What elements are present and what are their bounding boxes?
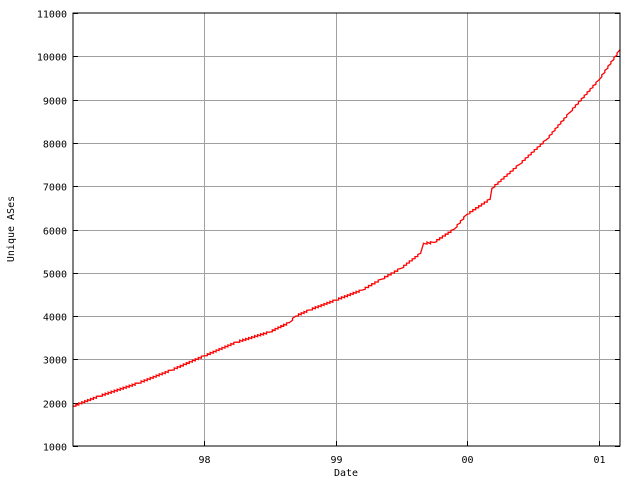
y-tick-label: 7000	[43, 183, 67, 194]
data-point	[466, 213, 468, 215]
y-axis-label: Unique ASes	[6, 196, 17, 262]
y-tick-label: 3000	[43, 356, 67, 367]
data-point	[98, 395, 100, 397]
x-axis-label: Date	[334, 468, 358, 479]
grid	[73, 13, 620, 446]
data-point	[335, 299, 337, 301]
data-point	[380, 278, 382, 280]
data-point	[433, 241, 435, 244]
data-point	[170, 369, 172, 371]
y-tick-label: 9000	[43, 97, 67, 108]
y-tick-label: 6000	[43, 227, 67, 238]
y-tick-label: 4000	[43, 313, 67, 324]
y-tick-label: 5000	[43, 270, 67, 281]
data-point	[236, 341, 238, 343]
data-point	[545, 139, 547, 141]
data-point	[268, 331, 271, 333]
data-point	[518, 164, 520, 166]
series-layer	[72, 49, 621, 407]
y-tick-label: 8000	[43, 140, 67, 151]
y-axis: 1000 2000 3000 4000 5000 6000 7000 8000 9000 1000…	[37, 10, 620, 454]
data-point	[361, 289, 363, 291]
data-point	[491, 187, 493, 189]
y-tick-label: 11000	[37, 10, 67, 21]
data-point	[489, 198, 491, 200]
data-point	[203, 355, 205, 357]
data-point	[569, 112, 571, 114]
data-point	[295, 315, 297, 317]
data-point	[400, 267, 402, 270]
data-point	[598, 79, 600, 81]
data-point	[420, 252, 422, 254]
data-point	[453, 228, 455, 231]
series-line	[72, 49, 621, 407]
plot-frame	[72, 12, 621, 447]
data-point	[308, 309, 310, 311]
data-point	[422, 242, 425, 244]
y-tick-label: 1000	[43, 443, 67, 454]
data-point	[137, 382, 139, 384]
x-tick-label: 00	[461, 455, 473, 466]
x-tick-label: 01	[593, 455, 605, 466]
y-tick-label: 10000	[37, 53, 67, 64]
x-tick-label: 98	[198, 455, 210, 466]
y-tick-label: 2000	[43, 400, 67, 411]
x-axis: 98 99 00 01	[198, 441, 606, 466]
x-tick-label: 99	[330, 455, 342, 466]
data-point	[288, 322, 290, 324]
